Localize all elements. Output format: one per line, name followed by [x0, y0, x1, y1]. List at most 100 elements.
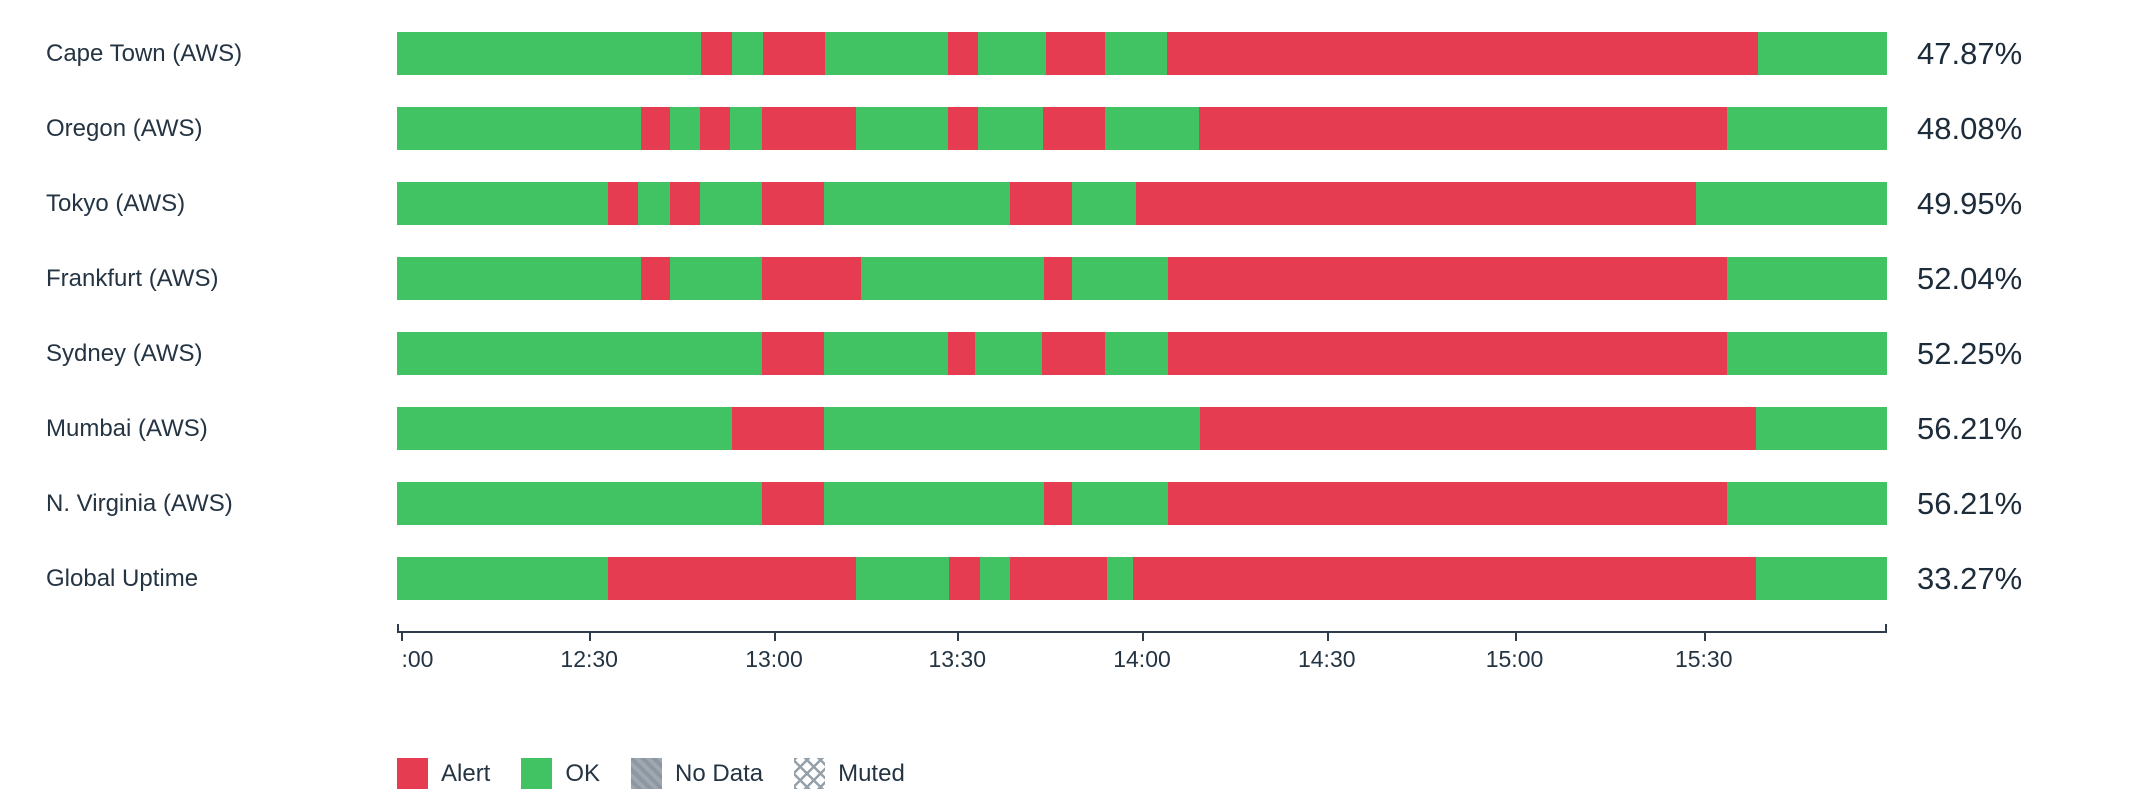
segment-ok[interactable]	[1105, 32, 1168, 75]
segment-alert[interactable]	[641, 107, 670, 150]
segment-alert[interactable]	[762, 32, 826, 75]
segment-alert[interactable]	[1167, 32, 1758, 75]
segment-ok[interactable]	[824, 332, 949, 375]
status-row: Tokyo (AWS) 49.95%	[0, 166, 2134, 241]
segment-ok[interactable]	[974, 332, 1042, 375]
segment-alert[interactable]	[1043, 482, 1072, 525]
segment-ok[interactable]	[1695, 182, 1887, 225]
segment-ok[interactable]	[729, 107, 763, 150]
segment-ok[interactable]	[855, 107, 948, 150]
segment-alert[interactable]	[1167, 257, 1727, 300]
segment-alert[interactable]	[608, 182, 638, 225]
segment-ok[interactable]	[397, 32, 702, 75]
segment-alert[interactable]	[762, 182, 824, 225]
segment-ok[interactable]	[1071, 482, 1168, 525]
status-bar[interactable]	[397, 557, 1887, 600]
status-bar[interactable]	[397, 32, 1887, 75]
segment-ok[interactable]	[824, 407, 1200, 450]
legend-item-no_data[interactable]: No Data	[631, 758, 763, 789]
segment-alert[interactable]	[1133, 557, 1757, 600]
segment-ok[interactable]	[1726, 482, 1887, 525]
segment-alert[interactable]	[948, 332, 975, 375]
segment-ok[interactable]	[397, 182, 609, 225]
segment-ok[interactable]	[979, 557, 1011, 600]
segment-ok[interactable]	[732, 32, 763, 75]
segment-ok[interactable]	[637, 182, 670, 225]
segment-ok[interactable]	[669, 257, 763, 300]
segment-ok[interactable]	[1071, 257, 1168, 300]
status-bar[interactable]	[397, 482, 1887, 525]
legend-item-ok[interactable]: OK	[521, 758, 600, 789]
segment-alert[interactable]	[1043, 257, 1072, 300]
status-bar[interactable]	[397, 407, 1887, 450]
segment-ok[interactable]	[397, 257, 642, 300]
segment-alert[interactable]	[762, 482, 825, 525]
segment-ok[interactable]	[397, 407, 733, 450]
segment-ok[interactable]	[824, 482, 1044, 525]
row-label: N. Virginia (AWS)	[46, 489, 233, 517]
segment-ok[interactable]	[669, 107, 701, 150]
segment-alert[interactable]	[1167, 482, 1727, 525]
axis-tick-label: 15:00	[1485, 646, 1544, 672]
segment-ok[interactable]	[1756, 557, 1887, 600]
status-bar[interactable]	[397, 182, 1887, 225]
segment-alert[interactable]	[1045, 32, 1106, 75]
segment-ok[interactable]	[1071, 182, 1136, 225]
segment-ok[interactable]	[1726, 107, 1887, 150]
segment-ok[interactable]	[700, 182, 763, 225]
segment-alert[interactable]	[1043, 107, 1106, 150]
row-label: Cape Town (AWS)	[46, 39, 243, 67]
segment-ok[interactable]	[977, 32, 1046, 75]
uptime-value: 52.04%	[1917, 260, 2023, 296]
segment-alert[interactable]	[947, 107, 978, 150]
segment-ok[interactable]	[977, 107, 1044, 150]
segment-alert[interactable]	[701, 32, 733, 75]
uptime-value: 48.08%	[1917, 110, 2023, 146]
segment-ok[interactable]	[1107, 557, 1134, 600]
legend-swatch-ok	[521, 758, 553, 789]
segment-ok[interactable]	[1726, 257, 1887, 300]
segment-alert[interactable]	[700, 107, 730, 150]
segment-ok[interactable]	[860, 257, 1044, 300]
status-bar[interactable]	[397, 332, 1887, 375]
segment-ok[interactable]	[1105, 107, 1200, 150]
segment-alert[interactable]	[762, 332, 825, 375]
uptime-value: 33.27%	[1917, 560, 2023, 596]
segment-ok[interactable]	[825, 32, 948, 75]
axis-tick	[589, 633, 592, 641]
segment-alert[interactable]	[949, 557, 980, 600]
segment-ok[interactable]	[397, 332, 763, 375]
legend-item-alert[interactable]: Alert	[397, 758, 490, 789]
segment-alert[interactable]	[1135, 182, 1696, 225]
segment-alert[interactable]	[762, 257, 861, 300]
segment-alert[interactable]	[669, 182, 701, 225]
segment-alert[interactable]	[1041, 332, 1106, 375]
time-axis: :00 12:30 13:00 13:30 14:00 14:30 15:00 15:30	[397, 624, 1887, 684]
segment-ok[interactable]	[1726, 332, 1887, 375]
segment-alert[interactable]	[1199, 407, 1757, 450]
axis-tick	[773, 633, 776, 641]
segment-ok[interactable]	[1757, 32, 1887, 75]
segment-alert[interactable]	[947, 32, 978, 75]
segment-alert[interactable]	[641, 257, 670, 300]
segment-ok[interactable]	[1105, 332, 1168, 375]
segment-ok[interactable]	[1756, 407, 1887, 450]
segment-ok[interactable]	[397, 107, 642, 150]
axis-line	[397, 631, 1887, 633]
segment-alert[interactable]	[1199, 107, 1727, 150]
segment-alert[interactable]	[608, 557, 856, 600]
segment-ok[interactable]	[855, 557, 950, 600]
segment-alert[interactable]	[762, 107, 856, 150]
segment-ok[interactable]	[397, 482, 763, 525]
segment-alert[interactable]	[1010, 182, 1072, 225]
segment-alert[interactable]	[732, 407, 825, 450]
uptime-value: 56.21%	[1917, 485, 2023, 521]
segment-ok[interactable]	[397, 557, 609, 600]
row-label: Tokyo (AWS)	[46, 189, 186, 217]
segment-alert[interactable]	[1010, 557, 1108, 600]
segment-ok[interactable]	[823, 182, 1011, 225]
legend-item-muted[interactable]: Muted	[794, 758, 905, 789]
segment-alert[interactable]	[1167, 332, 1727, 375]
status-bar[interactable]	[397, 257, 1887, 300]
status-bar[interactable]	[397, 107, 1887, 150]
